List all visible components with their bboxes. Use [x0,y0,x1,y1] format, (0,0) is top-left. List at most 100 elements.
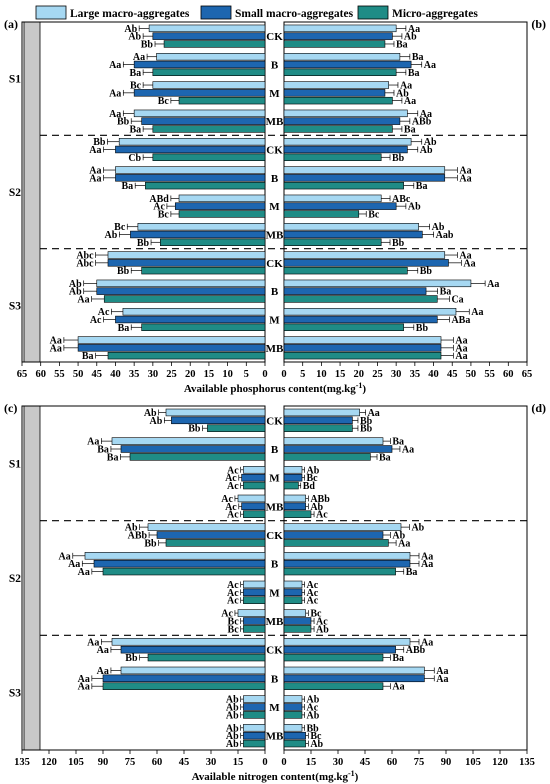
significance-label: Ba [129,124,141,135]
significance-label: Bb [360,424,373,435]
x-tick-label: 60 [387,757,398,768]
significance-label: Bc [310,609,322,620]
bar-right [283,81,389,89]
significance-label: Aa [421,559,433,570]
significance-label: Bc [130,81,142,92]
significance-label: Bb [117,266,130,277]
significance-label: Ab [316,624,329,635]
bar-left [152,81,266,89]
bar-left [165,539,266,547]
x-tick-label: 35 [410,369,421,380]
bar-right [283,153,382,161]
bar-right [283,323,404,331]
bar-right [283,703,303,711]
bar-left [84,552,266,560]
right-plot-frame [283,21,528,363]
x-tick-label: 120 [41,757,57,768]
stage-label: S2 [9,573,21,585]
x-axis-label-tail: ) [355,771,359,783]
x-tick-label: 0 [262,757,267,768]
bar-left [130,230,266,239]
significance-label: Ac [316,617,328,628]
significance-label: Aa [89,173,101,184]
bar-left [243,695,266,703]
bar-left [120,445,266,453]
significance-label: Ac [90,315,102,326]
significance-label: ABd [149,194,169,205]
significance-label: Aa [50,336,62,347]
bar-left [102,674,266,683]
bar-right [283,609,306,617]
bar-left [107,351,266,360]
bar-right [283,109,408,118]
bar-right [283,125,393,133]
significance-label: Ab [226,710,239,721]
bar-right [283,638,411,646]
significance-label: ABb [412,117,432,128]
significance-label: Ab [125,523,138,534]
bar-right [283,424,353,432]
treatment-label: B [271,559,279,571]
significance-label: Ab [396,88,409,99]
bar-left [133,60,266,69]
significance-label: Ac [227,510,239,521]
x-axis-label-sup: -1 [356,381,363,390]
x-tick-label: 10 [222,369,233,380]
significance-label: Ba [408,68,420,79]
significance-label: Aa [400,81,412,92]
x-tick-label: 35 [129,369,140,380]
significance-label: Ab [307,710,320,721]
x-tick-label: 65 [17,369,28,380]
x-tick-label: 45 [360,757,371,768]
bar-right [283,552,411,560]
significance-label: Ba [416,181,428,192]
bar-left [243,724,266,732]
significance-label: Ac [227,596,239,607]
x-tick-label: 55 [54,369,65,380]
significance-label: Ba [129,68,141,79]
bar-right [283,731,306,740]
significance-label: Ac [307,588,319,599]
significance-label: Abc [76,258,94,269]
x-tick-label: 45 [447,369,458,380]
significance-label: Aa [109,109,121,120]
significance-label: Bc [158,96,170,107]
bar-left [147,523,266,531]
bar-left [137,223,266,231]
bar-left [243,580,266,589]
significance-label: Bb [392,153,405,164]
bar-right [283,408,360,417]
legend-swatch [35,5,67,20]
bar-left [107,259,266,267]
treatment-label: CK [266,415,283,427]
x-tick-label: 5 [300,369,305,380]
bar-left [141,266,266,275]
significance-label: Ab [226,731,239,742]
significance-label: Ba [97,445,109,456]
significance-label: Aa [77,294,89,305]
significance-label: Aa [421,551,433,562]
x-tick-label: 15 [335,369,346,380]
bar-right [283,473,303,482]
bar-left [171,416,266,425]
significance-label: Bb [360,416,373,427]
x-tick-label: 90 [441,757,452,768]
x-axis-label: Available nitrogen content(mg.kg-1) [192,769,359,783]
treatment-label: MB [266,116,284,128]
treatment-label: MB [266,616,284,628]
significance-label: Ab [69,287,82,298]
significance-label: Abc [76,251,94,262]
x-tick-label: 135 [14,757,30,768]
bar-right [283,145,408,154]
stage-strip [23,405,41,751]
bar-right [283,336,442,344]
significance-label: Ac [227,465,239,476]
significance-label: Ab [310,502,323,513]
bar-right [283,596,303,604]
bar-right [283,416,353,425]
significance-label: Ac [316,510,328,521]
bar-left [160,238,266,246]
x-tick-label: 20 [185,369,196,380]
significance-label: Bb [307,723,320,734]
significance-label: Ba [122,181,134,192]
